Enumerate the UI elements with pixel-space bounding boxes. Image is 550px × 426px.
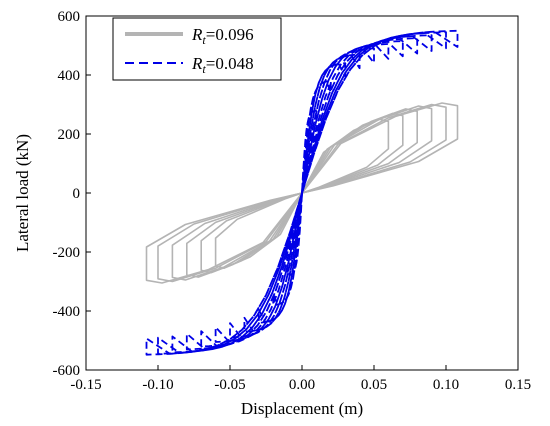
legend-subscript: t: [202, 33, 206, 47]
y-tick-label: 600: [58, 9, 81, 25]
y-tick-label: 200: [58, 127, 81, 143]
x-tick-label: 0.10: [433, 377, 459, 393]
loop-rt-0048: [200, 40, 404, 348]
x-tick-label: -0.05: [214, 377, 245, 393]
legend-subscript: t: [202, 62, 206, 76]
legend-label-rt-0048: Rt=0.048: [191, 54, 254, 76]
x-tick-label: -0.15: [70, 377, 101, 393]
legend-value: =0.096: [206, 25, 254, 44]
x-axis: -0.15 -0.10 -0.05 0.00 0.05 0.10 0.15: [70, 365, 531, 393]
y-tick-label: 0: [73, 186, 81, 202]
x-tick-label: 0.05: [361, 377, 387, 393]
x-axis-label: Displacement (m): [241, 399, 363, 418]
y-axis: -600 -400 -200 0 200 400 600: [53, 9, 91, 379]
y-tick-label: -200: [53, 245, 81, 261]
x-tick-label: -0.10: [142, 377, 173, 393]
y-axis-label: Lateral load (kN): [13, 134, 32, 252]
loop-rt-0048: [243, 53, 361, 333]
y-tick-label: -400: [53, 304, 81, 320]
series-layer: [145, 29, 459, 356]
x-tick-label: 0.00: [289, 377, 315, 393]
y-tick-label: -600: [53, 363, 81, 379]
legend-label-rt-0096: Rt=0.096: [191, 25, 254, 47]
legend-symbol: R: [191, 54, 203, 73]
legend-symbol: R: [191, 25, 203, 44]
legend: Rt=0.096 Rt=0.048: [112, 17, 282, 81]
legend-value: =0.048: [206, 54, 254, 73]
loop-rt-0048: [145, 29, 459, 356]
y-tick-label: 400: [58, 68, 81, 84]
legend-box: [112, 17, 282, 81]
loop-rt-0048: [185, 37, 419, 351]
x-tick-label: 0.15: [505, 377, 531, 393]
loop-rt-0048: [171, 34, 433, 354]
